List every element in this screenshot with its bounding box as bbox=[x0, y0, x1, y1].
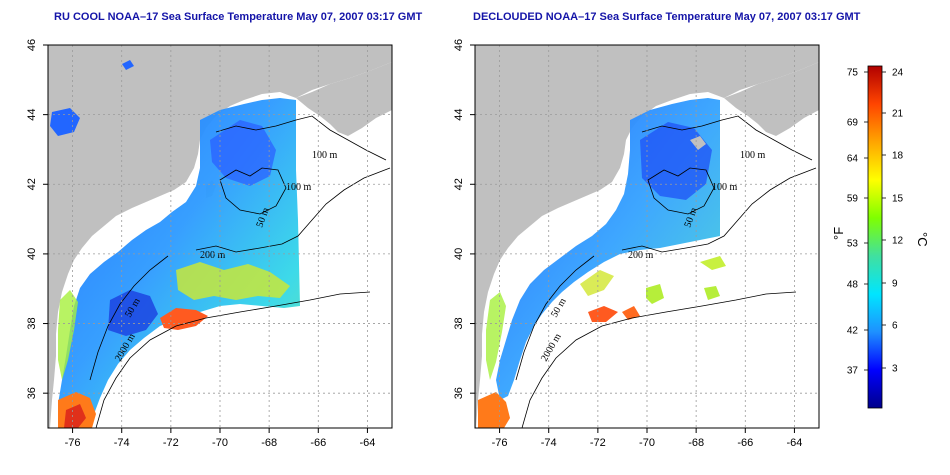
right-contour-200m bbox=[621, 167, 817, 253]
x-tick-label: -72 bbox=[163, 437, 179, 449]
right-contour-100m bbox=[641, 115, 813, 161]
left-axis-ticks: -76 -74 -72 -70 -68 -66 -64 46 44 42 40 38 36 bbox=[26, 39, 375, 449]
colorbar-swatch bbox=[867, 65, 883, 409]
right-green-patch-2 bbox=[704, 286, 720, 300]
celsius-tick-label: 12 bbox=[892, 236, 904, 247]
left-warm-red bbox=[64, 404, 86, 428]
left-land bbox=[48, 45, 392, 428]
celsius-tick-label: 6 bbox=[892, 321, 898, 332]
fahrenheit-tick-label: 69 bbox=[847, 118, 859, 129]
right-contour-coast-50m bbox=[515, 255, 595, 381]
right-contour-label-1: 100 m bbox=[740, 150, 766, 161]
x-tick-label: -68 bbox=[261, 437, 277, 449]
left-map: 100 m 100 m 50 m 200 m 50 m 2000 m -76 -7… bbox=[26, 39, 393, 449]
y-tick-label: 44 bbox=[453, 109, 465, 121]
x-tick-label: -70 bbox=[212, 437, 228, 449]
y-tick-label: 40 bbox=[26, 248, 38, 260]
fahrenheit-tick-label: 64 bbox=[847, 154, 859, 165]
right-land bbox=[475, 45, 819, 428]
left-blue-lake-2 bbox=[122, 60, 134, 70]
right-warm-orange bbox=[588, 306, 618, 322]
y-tick-label: 42 bbox=[453, 178, 465, 190]
celsius-tick-label: 24 bbox=[892, 68, 904, 79]
y-tick-label: 42 bbox=[26, 178, 38, 190]
left-nova-scotia bbox=[296, 62, 392, 136]
right-contour-label-4: 200 m bbox=[628, 250, 654, 261]
right-nova-scotia bbox=[724, 62, 819, 136]
right-bathymetry-contours bbox=[515, 115, 817, 429]
left-contour-50m bbox=[219, 167, 287, 215]
celsius-tick-label: 9 bbox=[892, 279, 898, 290]
right-contour-50m bbox=[647, 167, 715, 215]
fahrenheit-tick-label: 37 bbox=[847, 366, 859, 377]
x-tick-label: -66 bbox=[310, 437, 326, 449]
x-tick-label: -74 bbox=[541, 437, 557, 449]
x-tick-label: -66 bbox=[737, 437, 753, 449]
x-tick-label: -76 bbox=[65, 437, 81, 449]
left-warm-orange bbox=[160, 308, 208, 330]
celsius-tick-label: 3 bbox=[892, 364, 898, 375]
left-contour-label-1: 100 m bbox=[312, 150, 338, 161]
left-map-title: RU COOL NOAA–17 Sea Surface Temperature … bbox=[54, 11, 423, 23]
left-contour-2000m bbox=[95, 291, 371, 429]
left-green-coast bbox=[58, 290, 78, 380]
right-island bbox=[690, 136, 706, 150]
x-tick-label: -72 bbox=[590, 437, 606, 449]
right-contour-2000m bbox=[521, 291, 797, 429]
y-tick-label: 36 bbox=[453, 387, 465, 399]
right-map-title: DECLOUDED NOAA–17 Sea Surface Temperatur… bbox=[473, 11, 861, 23]
y-tick-label: 40 bbox=[453, 248, 465, 260]
right-green-patch-3 bbox=[700, 256, 726, 270]
right-map: 100 m 100 m 50 m 200 m 50 m 2000 m -76 -7… bbox=[453, 39, 820, 449]
y-tick-label: 44 bbox=[26, 109, 38, 121]
y-tick-label: 46 bbox=[453, 39, 465, 51]
fahrenheit-tick-label: 75 bbox=[847, 68, 859, 79]
left-contour-100m bbox=[215, 115, 387, 161]
right-axis-ticks: -76 -74 -72 -70 -68 -66 -64 46 44 42 40 38 36 bbox=[453, 39, 802, 449]
y-tick-label: 38 bbox=[453, 317, 465, 329]
left-contour-coast-50m bbox=[89, 255, 169, 381]
y-tick-label: 38 bbox=[26, 317, 38, 329]
y-tick-label: 46 bbox=[26, 39, 38, 51]
x-tick-label: -68 bbox=[688, 437, 704, 449]
left-bathymetry-contours bbox=[89, 115, 391, 429]
left-contour-label-2: 100 m bbox=[286, 182, 312, 193]
colorbar-labels: 75 69 64 59 53 48 42 37 24 21 18 15 12 9 6 3 bbox=[847, 68, 904, 377]
x-tick-label: -74 bbox=[114, 437, 130, 449]
fahrenheit-unit-label: °F bbox=[831, 227, 846, 240]
fahrenheit-tick-label: 53 bbox=[847, 239, 859, 250]
celsius-tick-label: 18 bbox=[892, 151, 904, 162]
left-contour-label-4: 200 m bbox=[200, 250, 226, 261]
fahrenheit-tick-label: 42 bbox=[847, 326, 859, 337]
y-tick-label: 36 bbox=[26, 387, 38, 399]
temperature-colorbar: 75 69 64 59 53 48 42 37 24 21 18 15 12 9 6 3 °F °C bbox=[831, 65, 930, 409]
celsius-tick-label: 21 bbox=[892, 109, 904, 120]
right-warm-orange-2 bbox=[622, 306, 640, 320]
right-green-coast bbox=[486, 292, 506, 380]
left-contour-200m bbox=[195, 167, 391, 253]
right-warm-south bbox=[478, 392, 510, 428]
celsius-tick-label: 15 bbox=[892, 194, 904, 205]
right-green-patch-1 bbox=[646, 284, 664, 304]
x-tick-label: -64 bbox=[786, 437, 802, 449]
x-tick-label: -76 bbox=[492, 437, 508, 449]
left-gulfstream-yellow bbox=[176, 262, 290, 300]
right-contour-label-2: 100 m bbox=[712, 182, 738, 193]
right-gulfstream-yellow bbox=[580, 270, 614, 296]
celsius-unit-label: °C bbox=[915, 232, 930, 247]
x-tick-label: -64 bbox=[359, 437, 375, 449]
left-dark-blue-patch bbox=[108, 290, 158, 336]
fahrenheit-tick-label: 48 bbox=[847, 280, 859, 291]
fahrenheit-tick-label: 59 bbox=[847, 194, 859, 205]
x-tick-label: -70 bbox=[639, 437, 655, 449]
